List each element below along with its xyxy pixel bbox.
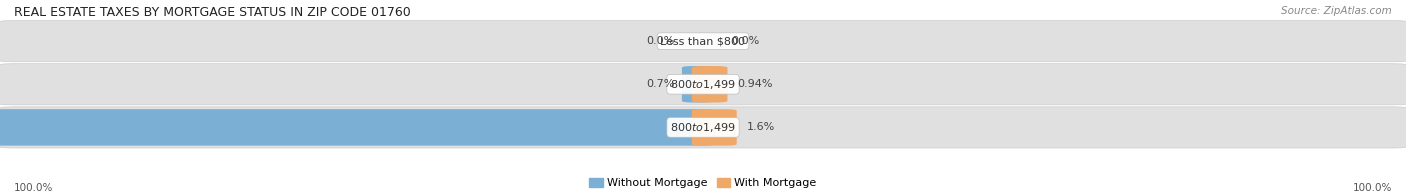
Text: 1.6%: 1.6% bbox=[747, 122, 775, 132]
Text: Less than $800: Less than $800 bbox=[661, 36, 745, 46]
FancyBboxPatch shape bbox=[682, 66, 714, 103]
Text: 0.0%: 0.0% bbox=[731, 36, 759, 46]
FancyBboxPatch shape bbox=[0, 107, 1406, 148]
Text: 100.0%: 100.0% bbox=[14, 183, 53, 193]
Text: $800 to $1,499: $800 to $1,499 bbox=[671, 121, 735, 134]
Legend: Without Mortgage, With Mortgage: Without Mortgage, With Mortgage bbox=[588, 176, 818, 191]
FancyBboxPatch shape bbox=[0, 64, 1406, 105]
Text: 0.94%: 0.94% bbox=[737, 79, 773, 89]
Text: REAL ESTATE TAXES BY MORTGAGE STATUS IN ZIP CODE 01760: REAL ESTATE TAXES BY MORTGAGE STATUS IN … bbox=[14, 6, 411, 19]
Text: 100.0%: 100.0% bbox=[1353, 183, 1392, 193]
Text: Source: ZipAtlas.com: Source: ZipAtlas.com bbox=[1281, 6, 1392, 16]
Text: $800 to $1,499: $800 to $1,499 bbox=[671, 78, 735, 91]
FancyBboxPatch shape bbox=[692, 109, 737, 146]
FancyBboxPatch shape bbox=[0, 109, 714, 146]
FancyBboxPatch shape bbox=[692, 66, 727, 103]
Text: 0.7%: 0.7% bbox=[647, 79, 675, 89]
Text: 0.0%: 0.0% bbox=[647, 36, 675, 46]
FancyBboxPatch shape bbox=[0, 21, 1406, 62]
